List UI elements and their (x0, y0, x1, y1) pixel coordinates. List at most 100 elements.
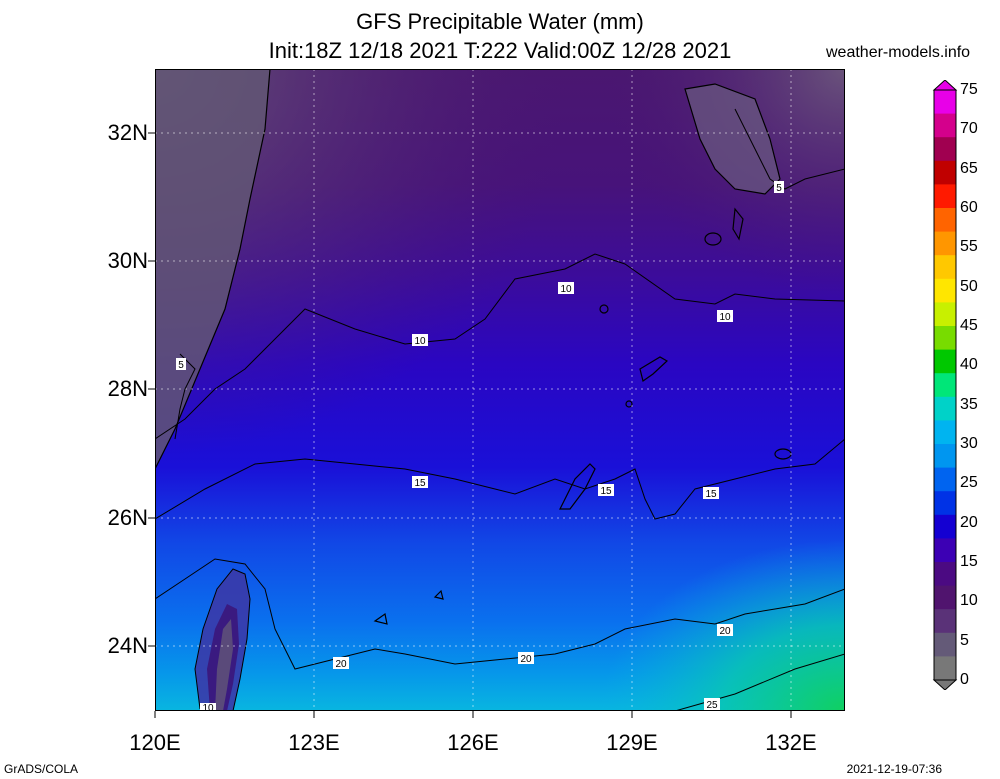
colorbar-cell (934, 491, 956, 516)
island-outline (625, 400, 633, 408)
contour-label: 15 (598, 484, 614, 497)
svg-text:5: 5 (776, 183, 782, 194)
colorbar-label: 70 (960, 120, 978, 138)
yakushima-outline (704, 232, 722, 246)
svg-text:5: 5 (178, 360, 184, 371)
contour-label: 10 (558, 282, 574, 295)
contour-label: 10 (200, 703, 216, 711)
lon-label-123e: 123E (288, 730, 340, 755)
chart-title: GFS Precipitable Water (mm) (356, 9, 644, 34)
contour-10 (155, 253, 845, 440)
map-frame (155, 69, 845, 711)
contour-label: 20 (518, 652, 534, 665)
svg-text:10: 10 (202, 703, 214, 711)
colorbar-cell (934, 420, 956, 445)
colorbar-cell (934, 585, 956, 610)
svg-text:25: 25 (706, 700, 718, 711)
colorbar-label: 75 (960, 81, 978, 98)
colorbar-cell (934, 538, 956, 563)
svg-text:15: 15 (600, 486, 612, 497)
colorbar-cell (934, 137, 956, 162)
colorbar-label: 20 (960, 513, 978, 531)
lat-label-28n: 28N (107, 376, 148, 401)
contour-label: 5 (176, 358, 186, 371)
colorbar-cell (934, 444, 956, 469)
colorbar-label: 0 (960, 671, 969, 688)
colorbar-cell (934, 467, 956, 492)
contour-20 (155, 558, 845, 670)
moist-region-southeast (355, 369, 845, 711)
svg-text:15: 15 (414, 478, 426, 489)
colorbar-label: 10 (960, 592, 978, 610)
lon-label-132e: 132E (765, 730, 817, 755)
colorbar-cell (934, 632, 956, 657)
colorbar-cell (934, 278, 956, 303)
china-coastline (155, 69, 271, 470)
lat-label-24n: 24N (107, 633, 148, 658)
colorbar-cell (934, 231, 956, 256)
colorbar-max-arrow (932, 80, 958, 91)
svg-text:20: 20 (520, 654, 532, 665)
colorbar-cell (934, 208, 956, 233)
okinawa-outline (559, 463, 596, 510)
chart-subtitle: Init:18Z 12/18 2021 T:222 Valid:00Z 12/2… (268, 38, 732, 63)
colorbar-cell (934, 90, 956, 115)
lon-label-126e: 126E (447, 730, 499, 755)
taiwan-island (215, 619, 233, 711)
taiwan-outline (194, 568, 251, 711)
colorbar-cell (934, 562, 956, 587)
island-outline (599, 304, 609, 314)
colorbar-cell (934, 373, 956, 398)
colorbar-cell (934, 349, 956, 374)
colorbar-cell (934, 396, 956, 421)
colorbar-cell (934, 255, 956, 280)
colorbar-cell (934, 302, 956, 327)
colorbar-label: 5 (960, 631, 969, 649)
miyako-outline (373, 612, 388, 625)
svg-text:15: 15 (705, 489, 717, 500)
colorbar-label: 45 (960, 317, 978, 334)
colorbar-cell (934, 656, 956, 681)
amami-outline (639, 356, 669, 382)
contour-5-west (174, 353, 196, 440)
kyushu-coastline (684, 83, 781, 195)
graticule (155, 69, 845, 711)
lat-label-30n: 30N (107, 248, 148, 273)
lat-label-32n: 32N (107, 120, 148, 145)
colorbar-cell (934, 160, 956, 185)
contour-label: 25 (704, 698, 720, 711)
contour-label: 10 (717, 310, 733, 323)
colorbar-frame (933, 89, 957, 681)
contour-label: 10 (412, 334, 428, 347)
timestamp-label: 2021-12-19-07:36 (846, 762, 942, 776)
colorbar-label: 15 (960, 553, 978, 570)
svg-text:20: 20 (719, 626, 731, 637)
colorbar-cell (934, 113, 956, 138)
svg-text:20: 20 (335, 659, 347, 670)
site-watermark: weather-models.info (826, 44, 971, 61)
colorbar-label: 30 (960, 435, 978, 452)
lon-label-120e: 120E (129, 730, 181, 755)
colorbar-label: 40 (960, 356, 978, 374)
lat-label-26n: 26N (107, 505, 148, 530)
svg-text:10: 10 (560, 284, 572, 295)
lon-label-129e: 129E (606, 730, 658, 755)
contour-label: 20 (717, 624, 733, 637)
kyushu (685, 84, 780, 194)
colorbar-label: 25 (960, 474, 978, 492)
colorbar-label: 65 (960, 159, 978, 177)
precipitable-water-map: 5 5 10 10 10 15 15 15 20 20 20 25 10 (155, 69, 845, 711)
colorbar-label: 50 (960, 277, 978, 295)
contour-label: 20 (333, 657, 349, 670)
colorbar-cell (934, 326, 956, 351)
contour-15 (155, 438, 845, 520)
colorbar-label: 35 (960, 395, 978, 413)
colorbar-cell (934, 184, 956, 209)
tanegashima-outline (732, 207, 744, 241)
contour-label: 15 (703, 487, 719, 500)
contour-label: 5 (774, 181, 784, 194)
svg-text:10: 10 (414, 336, 426, 347)
colorbar-cell (934, 609, 956, 634)
colorbar-label: 55 (960, 238, 978, 256)
colorbar (932, 80, 958, 690)
